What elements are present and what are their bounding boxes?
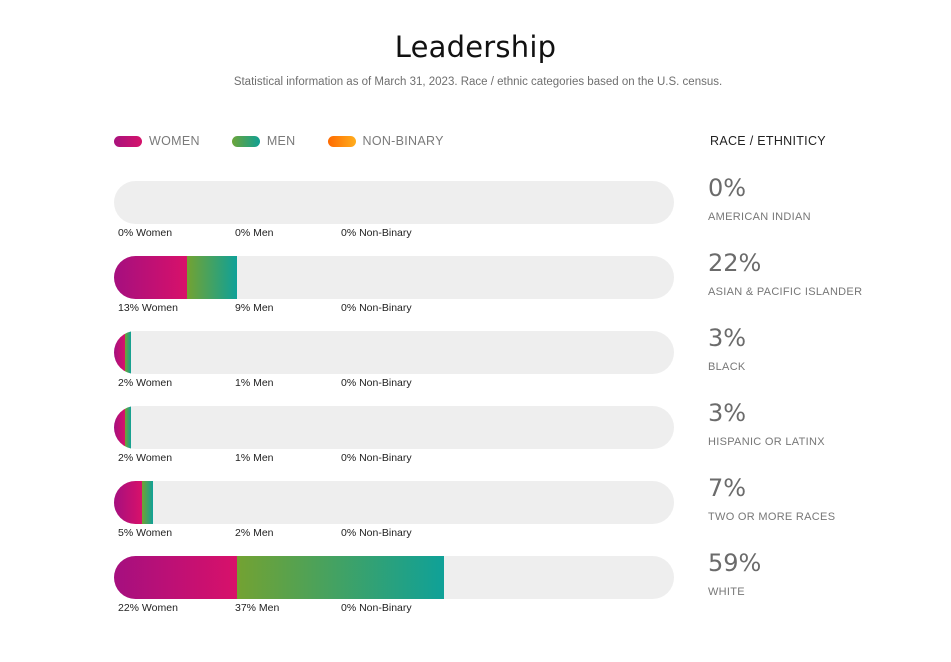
bar-row: 13% Women 9% Men 0% Non-Binary [114,256,914,316]
women-segment [114,256,187,299]
bar-row: 0% Women 0% Men 0% Non-Binary [114,181,914,241]
men-value-label: 2% Men [235,527,274,539]
men-segment [125,331,131,374]
men-segment [186,256,238,299]
race-ethnicity-heading: RACE / ETHNITICY [710,134,826,148]
race-category-name: WHITE [708,586,745,598]
legend-item-women: WOMEN [114,134,200,148]
bar-track [114,556,674,599]
legend-label: NON-BINARY [362,134,444,148]
race-category-name: ASIAN & PACIFIC ISLANDER [708,286,863,298]
race-total-percent: 7% [708,474,747,502]
race-total-percent: 3% [708,399,747,427]
women-value-label: 13% Women [118,302,178,314]
nonbinary-swatch-icon [327,135,356,147]
women-value-label: 2% Women [118,452,173,464]
women-value-label: 0% Women [118,227,173,239]
men-segment [125,406,131,449]
race-category-name: HISPANIC OR LATINX [708,436,825,448]
legend-label: WOMEN [149,134,200,148]
race-stat: 0% AMERICAN INDIAN [708,174,811,223]
race-total-percent: 0% [708,174,747,202]
page-subtitle: Statistical information as of March 31, … [233,76,723,88]
legend-item-nonbinary: NON-BINARY [327,134,444,148]
race-total-percent: 22% [708,249,762,277]
page-title: Leadership [394,30,557,64]
race-stat: 22% ASIAN & PACIFIC ISLANDER [708,249,862,298]
bar-track [114,481,674,524]
nonbinary-value-label: 0% Non-Binary [341,602,412,614]
bar-track [114,256,674,299]
bar-row: 22% Women 37% Men 0% Non-Binary [114,556,914,616]
women-segment [114,331,126,374]
bar-track [114,181,674,224]
men-value-label: 9% Men [235,302,274,314]
women-value-label: 22% Women [118,602,178,614]
race-stat: 3% BLACK [708,324,746,373]
bar-track [114,406,674,449]
bar-row: 5% Women 2% Men 0% Non-Binary [114,481,914,541]
nonbinary-value-label: 0% Non-Binary [341,227,412,239]
race-category-name: AMERICAN INDIAN [708,211,811,223]
women-value-label: 5% Women [118,527,173,539]
chart-legend: WOMEN MEN NON-BINARY [114,134,476,148]
nonbinary-value-label: 0% Non-Binary [341,452,412,464]
men-swatch-icon [231,135,260,147]
race-stat: 3% HISPANIC OR LATINX [708,399,825,448]
women-swatch-icon [114,135,142,147]
women-segment [114,406,126,449]
men-value-label: 1% Men [235,377,274,389]
men-value-label: 0% Men [235,227,274,239]
race-category-name: TWO OR MORE RACES [708,511,836,523]
legend-item-men: MEN [231,134,296,148]
race-category-name: BLACK [708,361,746,373]
women-value-label: 2% Women [118,377,173,389]
race-stat: 59% WHITE [708,549,761,598]
race-total-percent: 59% [708,549,762,577]
nonbinary-value-label: 0% Non-Binary [341,527,412,539]
race-stat: 7% TWO OR MORE RACES [708,474,835,523]
men-segment [142,481,154,524]
race-total-percent: 3% [708,324,747,352]
bar-track [114,331,674,374]
women-segment [114,556,238,599]
men-value-label: 37% Men [235,602,280,614]
women-segment [114,481,142,524]
legend-label: MEN [266,134,296,148]
bar-row: 2% Women 1% Men 0% Non-Binary [114,406,914,466]
nonbinary-value-label: 0% Non-Binary [341,302,412,314]
men-segment [237,556,445,599]
bar-row: 2% Women 1% Men 0% Non-Binary [114,331,914,391]
men-value-label: 1% Men [235,452,274,464]
nonbinary-value-label: 0% Non-Binary [341,377,412,389]
